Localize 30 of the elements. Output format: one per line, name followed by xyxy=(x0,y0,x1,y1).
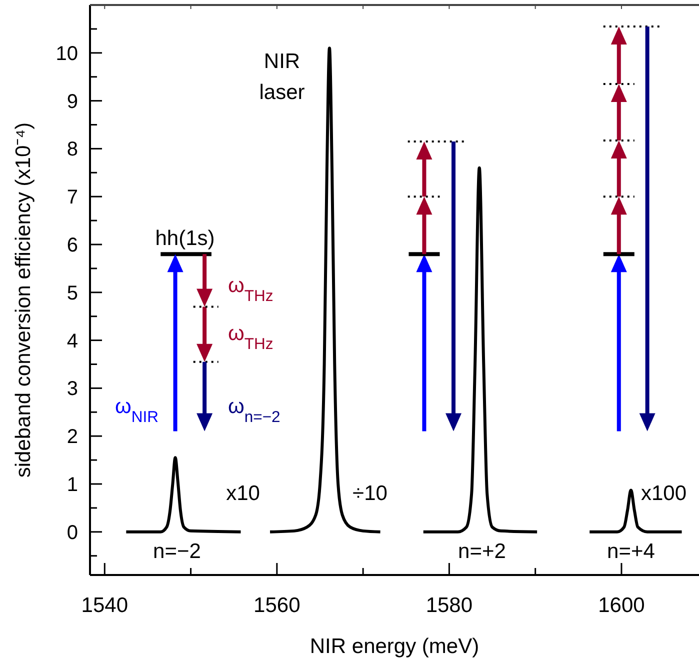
y-tick-label: 4 xyxy=(66,330,78,352)
annotation: x100 xyxy=(641,482,687,505)
annotation: n=+4 xyxy=(607,540,656,563)
annotation: n=−2 xyxy=(153,540,201,563)
x-tick-label: 1540 xyxy=(81,594,128,617)
annotation: hh(1s) xyxy=(155,227,215,250)
y-tick-label: 7 xyxy=(66,186,78,209)
annotation: ω$_{THz}$ xyxy=(228,322,274,352)
annotation: n=+2 xyxy=(458,540,506,563)
annotation: ω$_{NIR}$ xyxy=(115,395,159,426)
x-axis-title: NIR energy (meV) xyxy=(310,635,480,658)
y-tick-label: 6 xyxy=(66,234,78,256)
y-tick-label: 9 xyxy=(66,90,78,113)
y-tick-label: 1 xyxy=(66,474,78,496)
y-tick-label: 2 xyxy=(66,426,78,448)
x-tick-label: 1560 xyxy=(254,594,300,617)
annotation: ω$_{THz}$ xyxy=(228,274,274,304)
y-tick-label: 10 xyxy=(56,42,78,65)
annotation: ω$_{n=−2}$ xyxy=(228,395,280,426)
annotation: NIR laser xyxy=(259,50,305,104)
y-tick-label: 5 xyxy=(66,282,78,304)
y-tick-label: 8 xyxy=(66,138,78,161)
x-tick-label: 1580 xyxy=(426,594,473,617)
y-axis-title: sideband conversion efficiency (x10⁻⁴) xyxy=(12,122,35,478)
x-tick-label: 1600 xyxy=(598,594,645,617)
y-tick-label: 3 xyxy=(66,378,78,400)
annotation: x10 xyxy=(226,482,260,505)
line-series xyxy=(422,166,539,534)
annotation: ÷10 xyxy=(352,482,388,505)
y-tick-label: 0 xyxy=(66,522,78,544)
